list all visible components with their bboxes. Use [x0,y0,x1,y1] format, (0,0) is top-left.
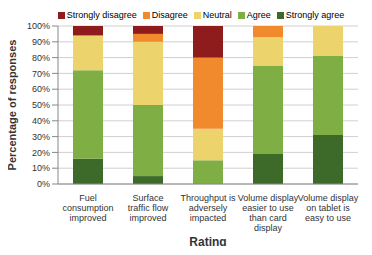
svg-text:60%: 60% [32,84,50,94]
svg-text:Surfacetraffic flowimproved: Surfacetraffic flowimproved [128,193,169,223]
html-text:Disagree: Disagree [151,10,188,20]
svg-text:Throughput isadverselyimpacted: Throughput isadverselyimpacted [180,193,236,223]
html-text:Strongly agree: Strongly agree [285,10,345,20]
svg-text:10%: 10% [32,163,50,173]
svg-text:Percentage of responses: Percentage of responses [8,40,18,171]
html-text:Strongly disagree: Strongly disagree [66,10,137,20]
svg-text:20%: 20% [32,148,50,158]
html-text:Agree: Agree [246,10,271,20]
svg-text:100%: 100% [27,22,50,31]
svg-text:40%: 40% [32,116,50,126]
html-text:Neutral: Neutral [202,10,232,20]
svg-text:Fuelconsumptionimproved: Fuelconsumptionimproved [62,193,113,223]
svg-text:50%: 50% [32,100,50,110]
svg-text:90%: 90% [32,37,50,47]
svg-text:Rating: Rating [189,235,226,246]
svg-text:70%: 70% [32,69,50,79]
svg-text:Volume displayeasier to usetha: Volume displayeasier to usethan carddisp… [238,193,299,233]
svg-text:80%: 80% [32,53,50,63]
svg-text:30%: 30% [32,132,50,142]
svg-text:Volume displayon tablet iseasy: Volume displayon tablet iseasy to use [298,193,359,223]
svg-text:0%: 0% [37,179,50,189]
